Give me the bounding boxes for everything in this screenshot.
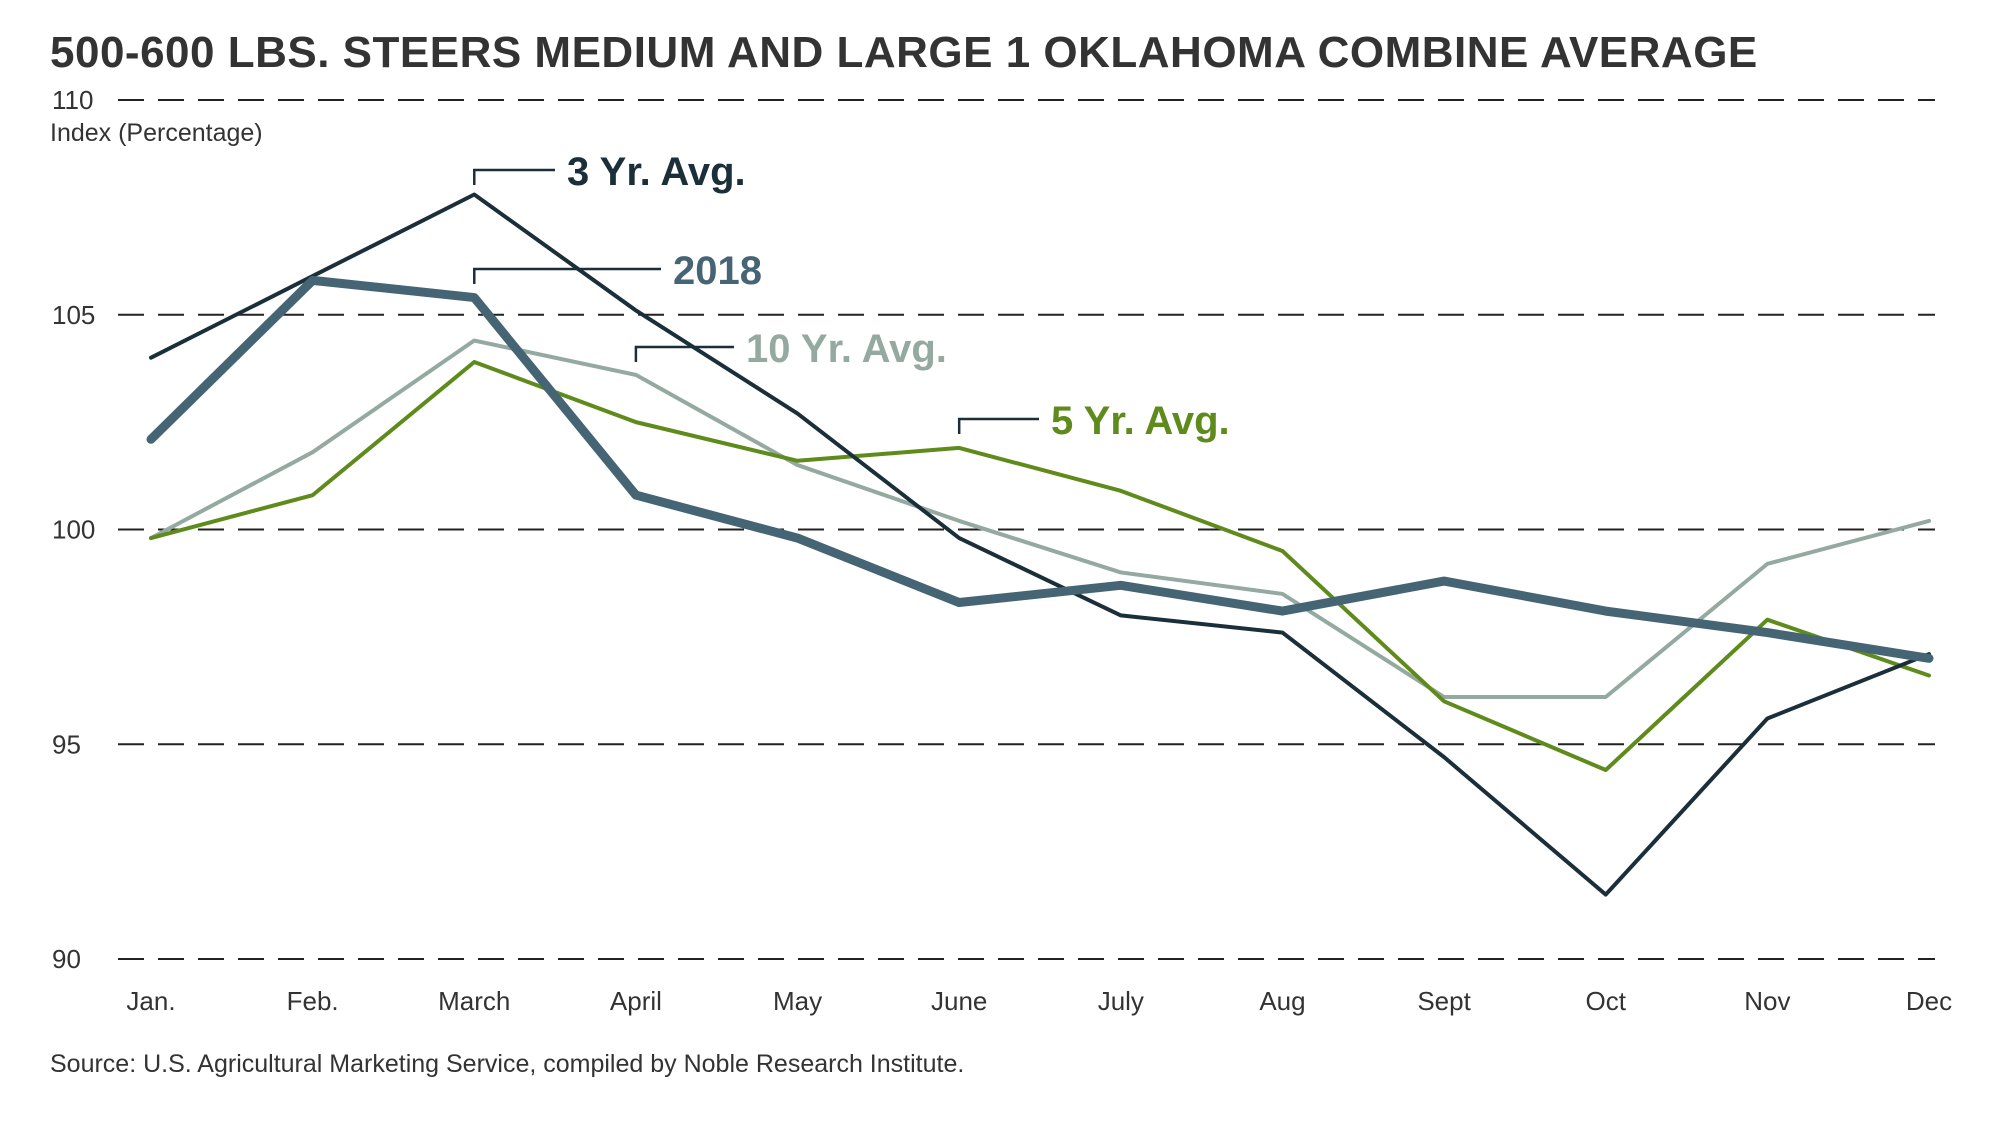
chart-title: 500-600 LBS. STEERS MEDIUM AND LARGE 1 O… [50, 28, 1758, 77]
x-tick-July: July [1098, 986, 1144, 1016]
leader-line [634, 345, 734, 362]
x-tick-March: March [438, 986, 510, 1016]
x-tick-Oct: Oct [1586, 986, 1627, 1016]
series-line-3-yr-avg- [149, 192, 1931, 897]
leader-line [473, 267, 661, 284]
x-tick-Aug: Aug [1259, 986, 1305, 1016]
y-tick-110: 110 [52, 85, 93, 115]
series-line-2018 [146, 275, 1934, 663]
x-tick-June: June [931, 986, 987, 1016]
y-tick-105: 105 [52, 300, 95, 330]
y-tick-90: 90 [52, 944, 81, 974]
x-tick-May: May [773, 986, 822, 1016]
series-label: 2018 [673, 249, 762, 293]
y-axis-label: Index (Percentage) [50, 119, 263, 147]
leader-line [473, 168, 555, 185]
series-label: 3 Yr. Avg. [567, 150, 746, 194]
x-tick-Sept: Sept [1417, 986, 1471, 1016]
source-note: Source: U.S. Agricultural Marketing Serv… [50, 1050, 965, 1078]
series-label: 5 Yr. Avg. [1051, 399, 1230, 443]
x-tick-Jan.: Jan. [126, 986, 175, 1016]
series-line-10-yr-avg- [149, 338, 1931, 700]
series-line-5-yr-avg- [149, 359, 1931, 773]
x-tick-Feb.: Feb. [287, 986, 339, 1016]
y-tick-95: 95 [52, 729, 81, 759]
leader-line [957, 417, 1039, 434]
series-label: 10 Yr. Avg. [746, 327, 947, 371]
x-tick-April: April [610, 986, 662, 1016]
x-tick-Nov: Nov [1744, 986, 1790, 1016]
x-tick-Dec: Dec [1906, 986, 1952, 1016]
y-tick-100: 100 [52, 515, 95, 545]
